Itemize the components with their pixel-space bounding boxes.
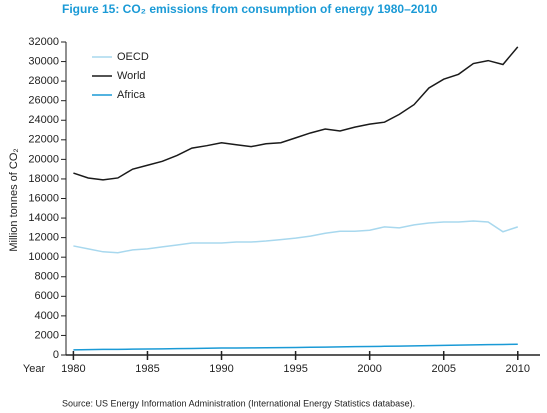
legend-label: World xyxy=(117,70,146,82)
y-tick-label: 16000 xyxy=(28,192,59,204)
line-series xyxy=(73,46,519,181)
y-tick-label: 22000 xyxy=(28,134,59,146)
line-series xyxy=(73,220,519,254)
y-tick-label: 10000 xyxy=(28,251,59,263)
x-tick-label: 1995 xyxy=(283,363,307,375)
x-tick-label: 2010 xyxy=(506,363,530,375)
y-tick-label: 26000 xyxy=(28,95,59,107)
x-tick-label: 2000 xyxy=(357,363,381,375)
y-tick-label: 12000 xyxy=(28,232,59,244)
y-tick-label: 20000 xyxy=(28,153,59,165)
y-tick-label: 2000 xyxy=(35,329,59,341)
y-tick-label: 24000 xyxy=(28,114,59,126)
y-tick-label: 14000 xyxy=(28,212,59,224)
legend-label: OECD xyxy=(117,51,149,63)
y-tick-label: 30000 xyxy=(28,55,59,67)
y-tick-label: 0 xyxy=(53,349,59,361)
chart-title: Figure 15: CO₂ emissions from consumptio… xyxy=(62,2,438,16)
y-tick-label: 18000 xyxy=(28,173,59,185)
x-tick-label: 1985 xyxy=(135,363,159,375)
y-tick-label: 4000 xyxy=(35,310,59,322)
y-tick-label: 8000 xyxy=(35,271,59,283)
y-tick-label: 6000 xyxy=(35,290,59,302)
legend-label: Africa xyxy=(117,89,146,101)
line-series xyxy=(73,343,518,351)
source-note: Source: US Energy Information Administra… xyxy=(62,398,415,408)
x-tick-label: 1990 xyxy=(209,363,233,375)
x-tick-label: 1980 xyxy=(61,363,85,375)
y-tick-label: 32000 xyxy=(28,36,59,48)
x-axis-label: Year xyxy=(23,363,46,375)
x-tick-label: 2005 xyxy=(431,363,455,375)
y-tick-label: 28000 xyxy=(28,75,59,87)
y-axis-label: Million tonnes of CO₂ xyxy=(8,148,20,251)
